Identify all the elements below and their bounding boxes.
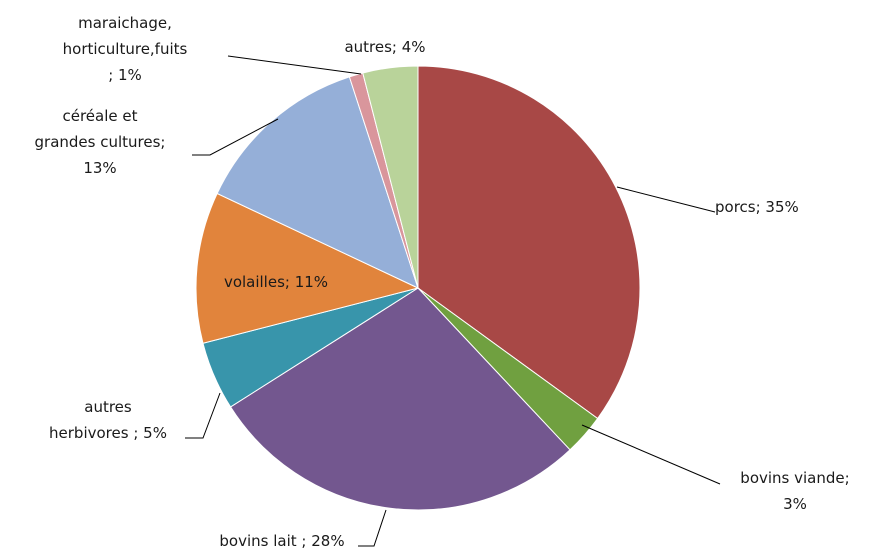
pie-slice-c-r-ale-et-grandes-cultures <box>216 76 419 289</box>
pie-slice-autres <box>362 65 419 289</box>
pie-slice-porcs <box>417 65 641 420</box>
leader-line <box>185 392 221 439</box>
leader-line <box>358 509 387 547</box>
data-label: volailles; 11% <box>224 273 328 291</box>
pie-slice-bovins-lait <box>229 287 571 511</box>
data-label: porcs; 35% <box>715 198 799 216</box>
pie-slice-volailles <box>195 192 420 344</box>
data-label: autres herbivores ; 5% <box>49 398 167 442</box>
pie-slices <box>195 65 641 511</box>
data-label: céréale et grandes cultures; 13% <box>35 107 166 177</box>
data-label: bovins lait ; 28% <box>219 532 344 550</box>
data-label: bovins viande; 3% <box>740 469 849 513</box>
data-label: autres; 4% <box>344 38 425 56</box>
data-labels: porcs; 35% bovins viande; 3% bovins lait ; … <box>35 14 850 550</box>
leader-lines <box>185 55 721 547</box>
leader-line <box>616 186 716 213</box>
data-label: maraichage, horticulture,fuits; 1% <box>63 14 188 84</box>
leader-line <box>581 424 721 485</box>
leader-line <box>227 55 362 75</box>
leader-line <box>192 118 279 156</box>
